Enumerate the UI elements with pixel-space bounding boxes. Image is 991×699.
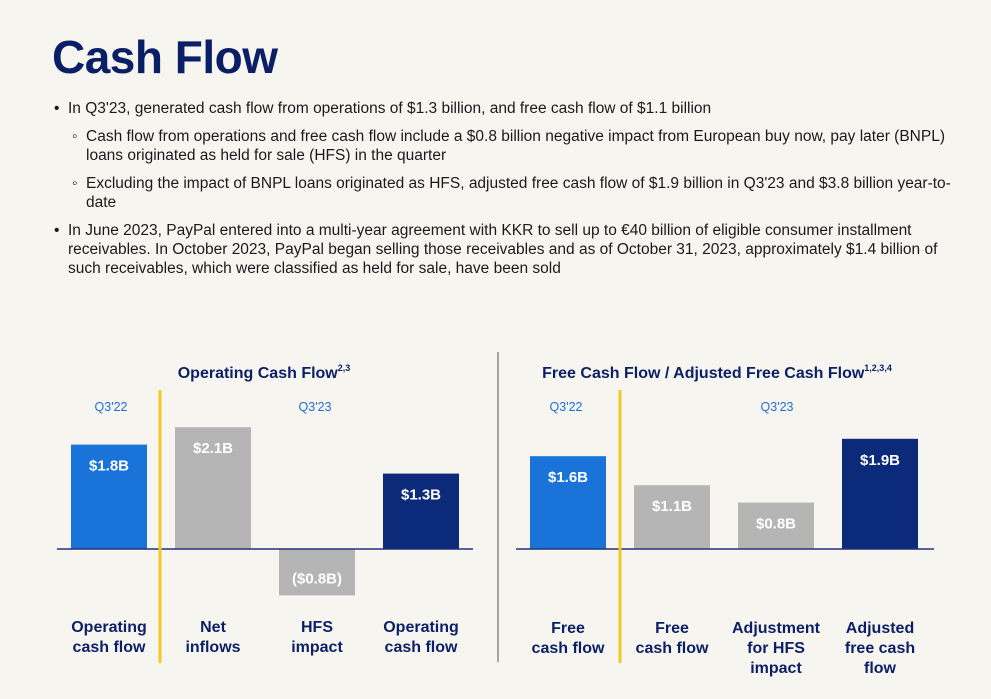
free-cash-flow-category-label-line: Free <box>551 620 585 637</box>
free-cash-flow-category-label-line: cash flow <box>532 640 605 657</box>
free-cash-flow-value-label: $1.6B <box>548 469 588 486</box>
page-title: Cash Flow <box>52 31 278 83</box>
operating-cash-flow-bar <box>383 473 459 549</box>
free-cash-flow-category-label-line: cash flow <box>636 640 709 657</box>
operating-cash-flow-value-label: $1.3B <box>401 487 441 504</box>
free-cash-flow-category-label-line: Adjusted <box>846 620 914 637</box>
operating-cash-flow-value-label: ($0.8B) <box>292 570 342 587</box>
operating-cash-flow-value-label: $2.1B <box>193 440 233 457</box>
free-cash-flow-category-label: Adjustment for HFS impact <box>732 620 821 677</box>
free-cash-flow-title-superscript: 1,2,3,4 <box>864 363 892 373</box>
free-cash-flow-category-label-line: Adjustment <box>732 620 821 637</box>
free-cash-flow-bar <box>738 502 814 549</box>
bullet-list: In Q3'23, generated cash flow from opera… <box>54 99 954 287</box>
free-cash-flow-category-label-line: impact <box>750 660 802 677</box>
bullet-item: In Q3'23, generated cash flow from opera… <box>54 99 954 118</box>
sub-bullet-item: Cash flow from operations and free cash … <box>54 127 954 165</box>
operating-cash-flow-category-label: Net inflows <box>185 619 240 656</box>
operating-cash-flow-period-label: Q3'22 <box>95 400 128 414</box>
operating-cash-flow-title-superscript: 2,3 <box>338 363 351 373</box>
free-cash-flow-bar <box>634 485 710 549</box>
operating-cash-flow-bar <box>279 549 355 596</box>
operating-cash-flow-bar <box>175 427 251 549</box>
operating-cash-flow-category-label-line: impact <box>291 639 343 656</box>
free-cash-flow-value-label: $1.9B <box>860 452 900 469</box>
operating-cash-flow-category-label-line: cash flow <box>73 639 146 656</box>
free-cash-flow-bar <box>842 438 918 549</box>
free-cash-flow-bar <box>530 456 606 549</box>
operating-cash-flow-category-label-line: inflows <box>185 639 240 656</box>
operating-cash-flow-category-label: Operating cash flow <box>383 619 459 656</box>
free-cash-flow-period-label: Q3'23 <box>761 400 794 414</box>
sub-bullet-item: Excluding the impact of BNPL loans origi… <box>54 174 954 212</box>
free-cash-flow-category-label: Free cash flow <box>532 620 605 657</box>
free-cash-flow-category-label-line: flow <box>864 660 897 677</box>
operating-cash-flow-value-label: $1.8B <box>89 458 129 475</box>
free-cash-flow-value-label: $0.8B <box>756 516 796 533</box>
operating-cash-flow-bar <box>71 444 147 549</box>
free-cash-flow-category-label-line: Free <box>655 620 689 637</box>
operating-cash-flow-chart-title: Operating Cash Flow2,3 <box>178 363 351 382</box>
free-cash-flow-chart-title: Free Cash Flow / Adjusted Free Cash Flow… <box>542 363 892 382</box>
operating-cash-flow-category-label-line: cash flow <box>385 639 458 656</box>
bullet-item: In June 2023, PayPal entered into a mult… <box>54 221 954 278</box>
operating-cash-flow-category-label-line: Operating <box>383 619 459 636</box>
operating-cash-flow-period-label: Q3'23 <box>299 400 332 414</box>
operating-cash-flow-category-label-line: Net <box>200 619 226 636</box>
operating-cash-flow-category-label: Operating cash flow <box>71 619 147 656</box>
free-cash-flow-category-label: Free cash flow <box>636 620 709 657</box>
operating-cash-flow-category-label: HFS impact <box>291 619 343 656</box>
free-cash-flow-category-label-line: for HFS <box>747 640 805 657</box>
free-cash-flow-value-label: $1.1B <box>652 498 692 515</box>
operating-cash-flow-category-label-line: Operating <box>71 619 147 636</box>
free-cash-flow-category-label-line: free cash <box>845 640 915 657</box>
free-cash-flow-period-label: Q3'22 <box>550 400 583 414</box>
free-cash-flow-category-label: Adjusted free cash flow <box>845 620 915 677</box>
operating-cash-flow-category-label-line: HFS <box>301 619 333 636</box>
